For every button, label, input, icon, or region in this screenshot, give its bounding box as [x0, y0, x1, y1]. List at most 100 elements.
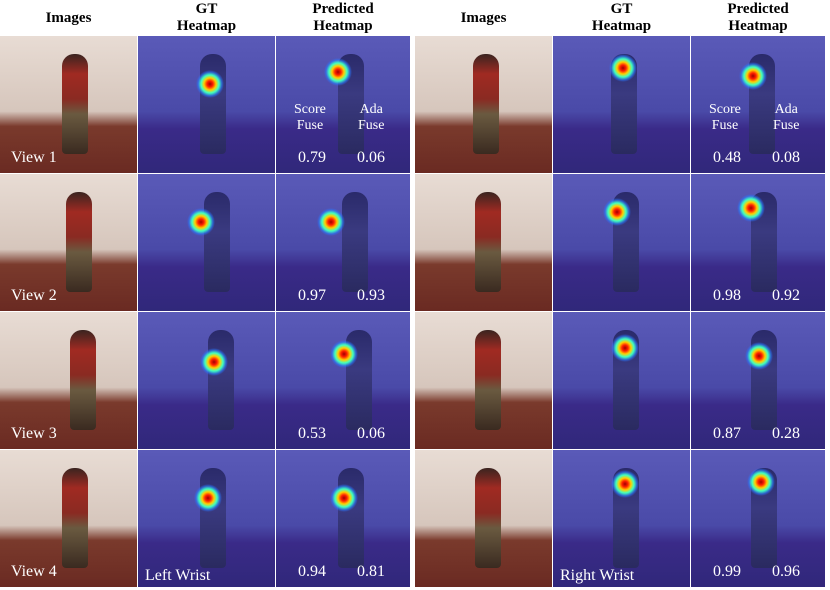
heatmap — [553, 36, 690, 173]
heat-blob — [737, 194, 765, 222]
photo — [415, 450, 552, 587]
header-line: Images — [45, 9, 92, 26]
view-label: View 4 — [11, 563, 57, 580]
heat-blob — [187, 208, 215, 236]
column-header: Images — [0, 0, 137, 36]
column-header: Predicted Heatmap — [691, 0, 825, 36]
score-fuse: 0.94 — [298, 563, 326, 580]
heatmap: Left Wrist — [138, 450, 275, 587]
person — [338, 468, 364, 568]
header-line: Fuse — [711, 118, 739, 133]
heatmap — [553, 174, 690, 311]
person — [204, 192, 230, 292]
score-fuse: 0.98 — [713, 287, 741, 304]
score-fuse: 0.53 — [298, 425, 326, 442]
header-line: Ada — [774, 102, 798, 117]
view-label: View 3 — [11, 425, 57, 442]
person — [200, 54, 226, 154]
heat-blob — [745, 342, 773, 370]
photo — [415, 174, 552, 311]
person — [208, 330, 234, 430]
person — [475, 330, 501, 430]
header-line: Heatmap — [176, 18, 237, 34]
heat-blob — [317, 208, 345, 236]
ada-fuse: 0.28 — [772, 425, 800, 442]
heat-blob — [330, 340, 358, 368]
column-header: Images — [415, 0, 552, 36]
photo: View 1 — [0, 36, 137, 173]
header-line: GT — [195, 1, 218, 17]
heat-blob — [196, 70, 224, 98]
photo: View 3 — [0, 312, 137, 449]
ada-fuse: 0.08 — [772, 149, 800, 166]
heatmap — [553, 312, 690, 449]
separator — [410, 0, 415, 590]
heatmap: 0.53 0.06 — [276, 312, 410, 449]
photo — [415, 312, 552, 449]
photo: View 4 — [0, 450, 137, 587]
heat-blob — [330, 484, 358, 512]
person — [200, 468, 226, 568]
header-line: Score — [709, 102, 741, 117]
header-line: Score — [294, 102, 326, 117]
header-line: Heatmap — [591, 18, 652, 34]
heatmap: 0.48 0.08 Score Fuse Ada Fuse — [691, 36, 825, 173]
column-header: Predicted Heatmap — [276, 0, 410, 36]
header-line: Predicted — [727, 1, 789, 17]
person — [342, 192, 368, 292]
person — [473, 54, 499, 154]
heatmap: 0.79 0.06 Score Fuse Ada Fuse — [276, 36, 410, 173]
heatmap: 0.98 0.92 — [691, 174, 825, 311]
person — [475, 192, 501, 292]
heat-blob — [747, 468, 775, 496]
heatmap — [138, 312, 275, 449]
heatmap: 0.97 0.93 — [276, 174, 410, 311]
person — [70, 330, 96, 430]
photo — [415, 36, 552, 173]
heat-blob — [609, 54, 637, 82]
person — [475, 468, 501, 568]
score-fuse: 0.87 — [713, 425, 741, 442]
ada-fuse: 0.81 — [357, 563, 385, 580]
score-fuse: 0.79 — [298, 149, 326, 166]
ada-header: Ada Fuse — [358, 102, 384, 134]
ada-fuse: 0.06 — [357, 425, 385, 442]
ada-header: Ada Fuse — [773, 102, 799, 134]
heat-blob — [611, 470, 639, 498]
column-header: GT Heatmap — [138, 0, 275, 36]
header-line: Heatmap — [728, 18, 788, 34]
header-line: Images — [460, 9, 507, 26]
ada-fuse: 0.92 — [772, 287, 800, 304]
heatmap — [138, 174, 275, 311]
header-line: Fuse — [296, 118, 324, 133]
score-fuse: 0.48 — [713, 149, 741, 166]
heat-blob — [611, 334, 639, 362]
score-fuse: 0.97 — [298, 287, 326, 304]
header-line: Predicted — [312, 1, 374, 17]
heatmap: 0.94 0.81 — [276, 450, 410, 587]
heatmap: 0.99 0.96 — [691, 450, 825, 587]
heat-blob — [603, 198, 631, 226]
column-header: GT Heatmap — [553, 0, 690, 36]
view-label: View 2 — [11, 287, 57, 304]
joint-label: Right Wrist — [560, 567, 635, 584]
score-header: Score Fuse — [294, 102, 326, 134]
header-line: Heatmap — [313, 18, 373, 34]
heatmap — [138, 36, 275, 173]
score-fuse: 0.99 — [713, 563, 741, 580]
heat-blob — [194, 484, 222, 512]
ada-fuse: 0.96 — [772, 563, 800, 580]
person — [66, 192, 92, 292]
header-line: GT — [610, 1, 633, 17]
photo: View 2 — [0, 174, 137, 311]
header-line: Ada — [359, 102, 383, 117]
ada-fuse: 0.06 — [357, 149, 385, 166]
ada-fuse: 0.93 — [357, 287, 385, 304]
person — [62, 54, 88, 154]
header-line: Fuse — [773, 118, 800, 133]
heatmap: Right Wrist — [553, 450, 690, 587]
joint-label: Left Wrist — [145, 567, 211, 584]
heat-blob — [324, 58, 352, 86]
heat-blob — [200, 348, 228, 376]
